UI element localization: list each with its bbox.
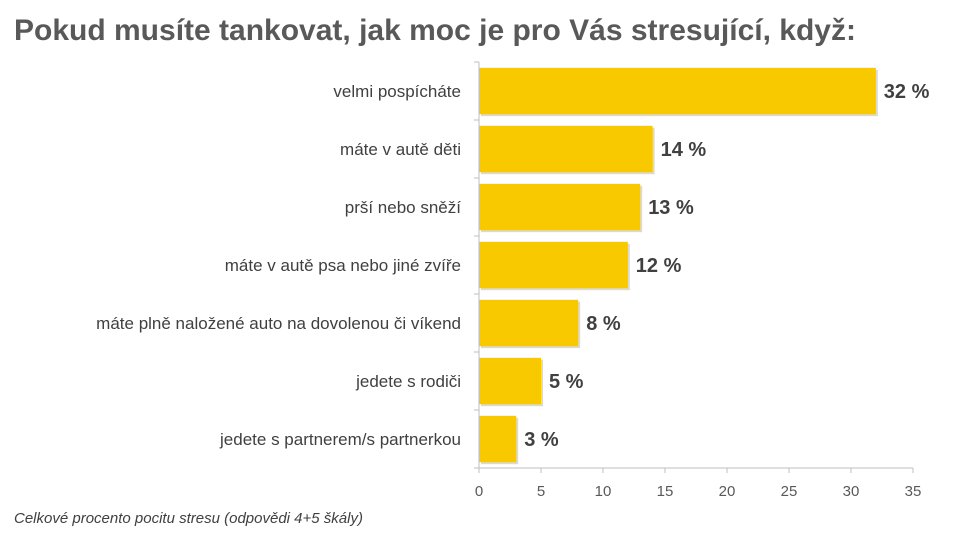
bar [479, 415, 517, 463]
bar-value-label: 14 % [661, 139, 707, 161]
bar-value-label: 32 % [884, 81, 930, 103]
bar [479, 241, 628, 289]
x-tick-label: 5 [537, 483, 545, 500]
category-label: máte v autě děti [340, 140, 461, 159]
category-label: velmi pospícháte [333, 82, 461, 101]
bar-value-label: 3 % [524, 429, 559, 451]
category-label: máte plně naložené auto na dovolenou či … [96, 314, 461, 333]
category-label: jedete s rodiči [355, 372, 461, 391]
bar-value-label: 5 % [549, 371, 584, 393]
x-tick-label: 10 [595, 483, 612, 500]
chart-footnote: Celkové procento pocitu stresu (odpovědi… [14, 510, 363, 527]
bars-group: 32 % velmi pospícháte 14 % máte v autě děti… [96, 67, 930, 465]
bar [479, 183, 641, 231]
category-label: prší nebo sněží [345, 198, 462, 217]
chart-title: Pokud musíte tankovat, jak moc je pro Vá… [14, 14, 856, 47]
bar-value-label: 8 % [586, 313, 621, 335]
bar-value-label: 12 % [636, 255, 682, 277]
x-tick-label: 20 [719, 483, 736, 500]
x-tick-label: 0 [475, 483, 483, 500]
bar [479, 125, 653, 173]
bar-value-label: 13 % [648, 197, 694, 219]
x-tick-label: 25 [781, 483, 798, 500]
bar [479, 357, 541, 405]
category-label: jedete s partnerem/s partnerkou [219, 430, 461, 449]
category-label: máte v autě psa nebo jiné zvíře [225, 256, 461, 275]
x-tick-label: 30 [843, 483, 860, 500]
bar [479, 299, 579, 347]
bar [479, 67, 876, 115]
x-tick-label: 35 [905, 483, 922, 500]
axes-group: 0 5 10 15 20 25 30 35 [474, 61, 922, 500]
x-tick-label: 15 [657, 483, 674, 500]
